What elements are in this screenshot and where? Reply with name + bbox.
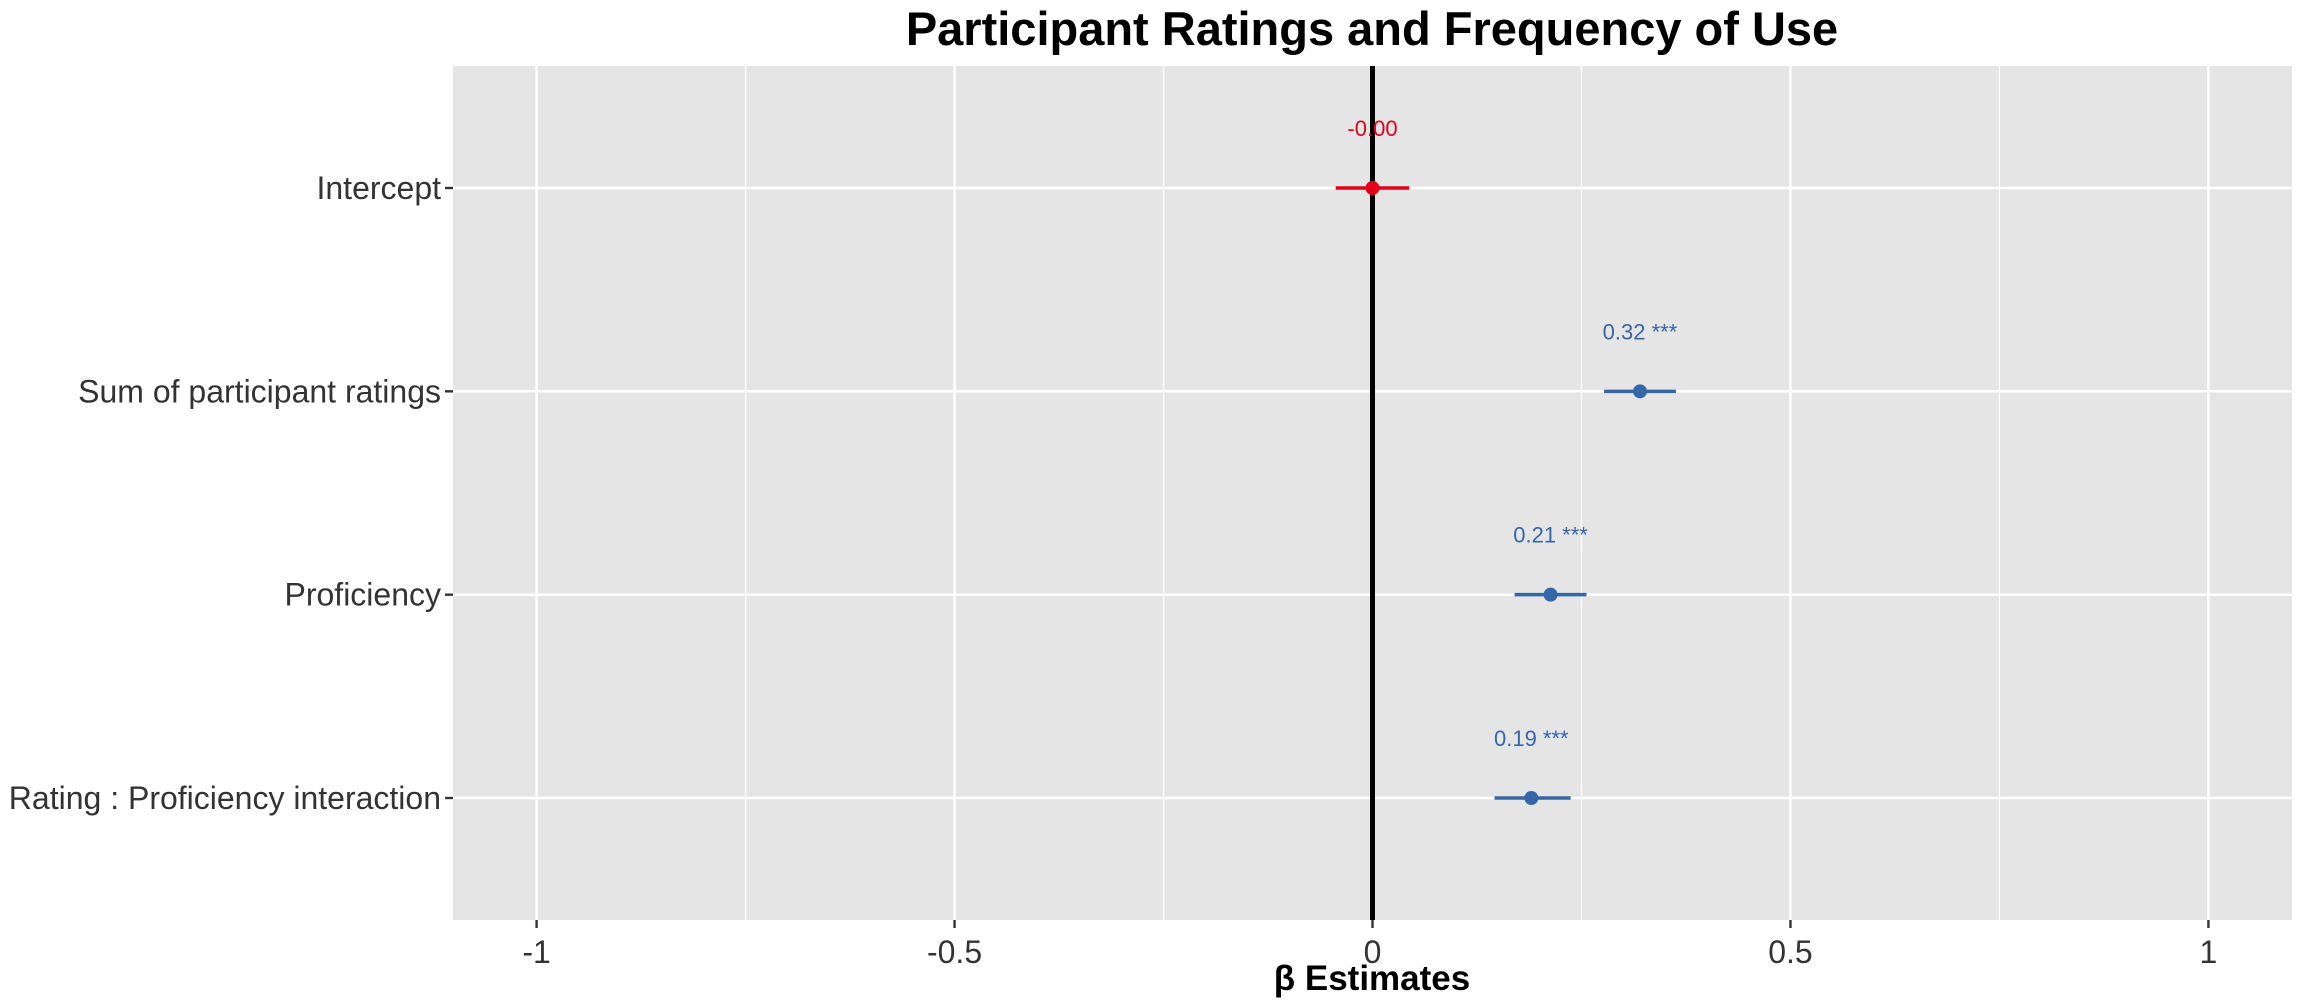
y-axis-category-label: Sum of participant ratings	[78, 373, 441, 409]
x-axis-tick-label: -0.5	[927, 934, 982, 970]
x-axis-tick-label: 0	[1364, 934, 1382, 970]
minor-gridlines	[744, 66, 2001, 920]
y-axis-category-label: Proficiency	[285, 577, 442, 613]
estimate-point	[1524, 791, 1539, 805]
estimate-label: 0.32 ***	[1603, 319, 1678, 344]
estimate-point	[1632, 384, 1647, 399]
estimate-point	[1365, 181, 1380, 195]
y-axis-category-label: Rating : Proficiency interaction	[9, 780, 441, 816]
x-axis: -1 -0.5 0 0.5 1	[522, 920, 2217, 970]
x-axis-title: β Estimates	[1274, 959, 1470, 998]
estimate-label: 0.19 ***	[1494, 726, 1569, 751]
estimate-point	[1543, 587, 1558, 602]
x-axis-tick-label: -1	[522, 934, 550, 970]
estimate-marks: -0.00 0.32 *** 0.21 *** 0.19 ***	[1335, 116, 1678, 805]
estimate-label: 0.21 ***	[1513, 523, 1588, 548]
x-axis-tick-label: 1	[2200, 934, 2218, 970]
estimate-label: -0.00	[1347, 116, 1397, 141]
y-axis-category-label: Intercept	[316, 170, 441, 206]
chart-title: Participant Ratings and Frequency of Use	[906, 2, 1838, 55]
y-axis: Intercept Sum of participant ratings Profi…	[9, 170, 453, 816]
x-axis-tick-label: 0.5	[1768, 934, 1812, 970]
